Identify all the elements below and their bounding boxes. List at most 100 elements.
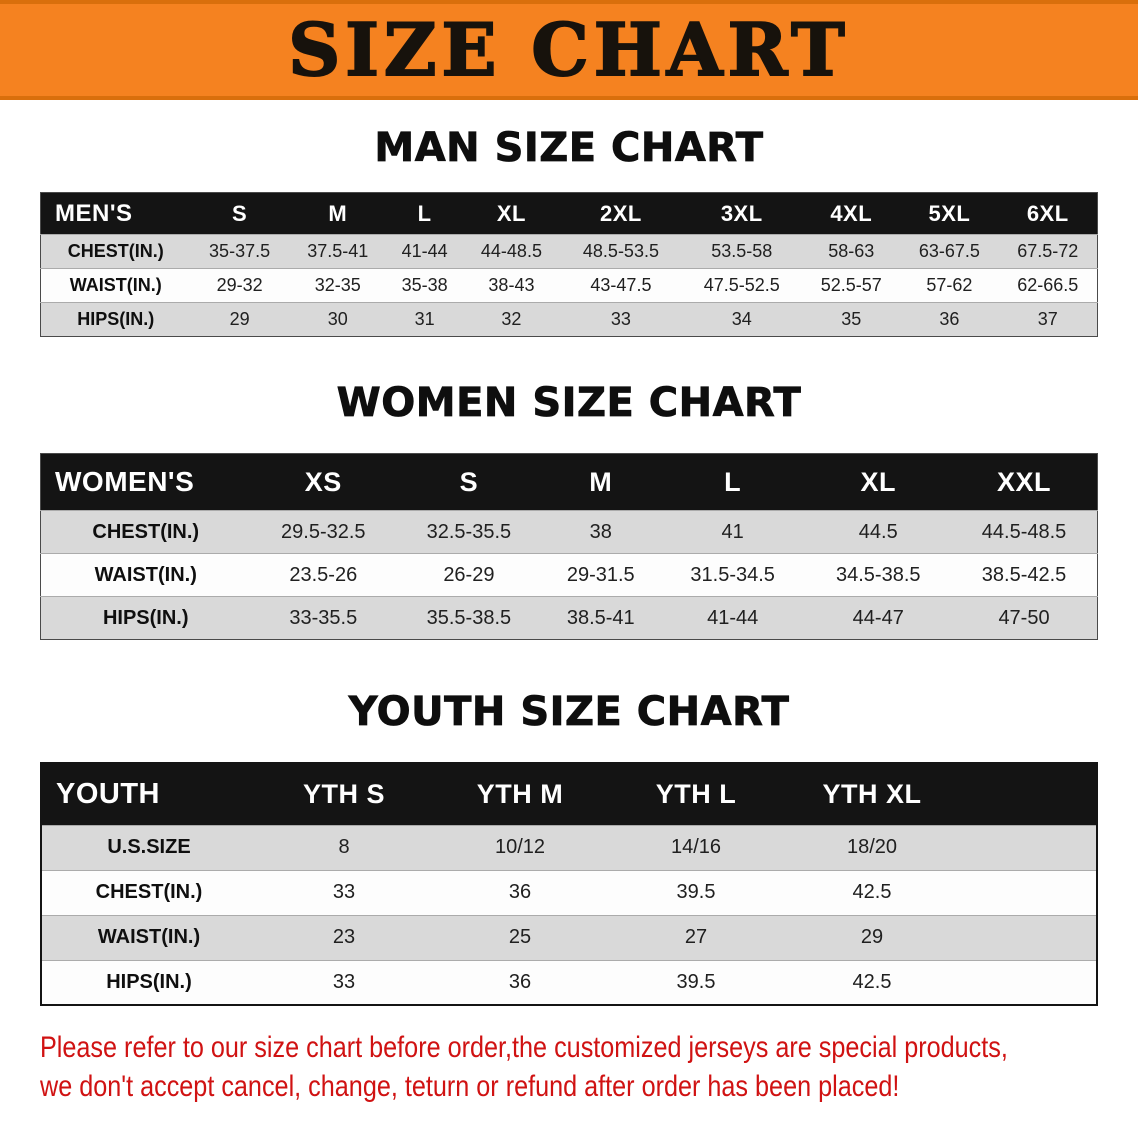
row-label: CHEST(IN.) [40,234,191,269]
column-header: XS [250,453,397,511]
size-value-cell: 57-62 [900,268,999,303]
table-corner-label: MEN'S [40,192,191,235]
size-value-cell: 47.5-52.5 [681,268,803,303]
table-row: U.S.SIZE 8 10/12 14/16 18/20 [41,824,1097,870]
size-value-cell: 32 [462,302,561,337]
row-label: WAIST(IN.) [40,553,251,597]
size-value-cell: 36 [432,959,608,1005]
size-value-cell: 62-66.5 [998,268,1098,303]
size-value-cell: 58-63 [802,234,901,269]
size-value-cell: 32.5-35.5 [396,510,542,554]
women-size-table: WOMEN'S XS S M L XL XXL CHEST(IN.) 29.5-32.5 32.5… [40,453,1098,640]
size-value-cell: 38 [541,510,660,554]
size-value-cell: 29 [190,302,289,337]
row-label: WAIST(IN.) [40,268,191,303]
size-value-cell: 48.5-53.5 [560,234,682,269]
size-value-cell: 33 [256,869,432,915]
column-header: 4XL [802,192,901,235]
row-label: HIPS(IN.) [40,596,251,640]
size-value-cell: 27 [608,914,784,960]
size-value-cell: 39.5 [608,959,784,1005]
size-value-cell: 10/12 [432,824,608,870]
column-header: 2XL [560,192,682,235]
row-label: CHEST(IN.) [41,869,256,915]
row-label: HIPS(IN.) [41,959,256,1005]
size-value-cell: 52.5-57 [802,268,901,303]
table-row: CHEST(IN.) 33 36 39.5 42.5 [41,869,1097,915]
size-value-cell: 41 [659,510,806,554]
table-header-row: MEN'S S M L XL 2XL 3XL 4XL 5XL 6XL [40,192,1098,235]
column-header: L [659,453,806,511]
table-header-row: YOUTH YTH S YTH M YTH L YTH XL [41,763,1097,825]
size-value-cell: 44-47 [805,596,952,640]
size-value-cell: 38.5-42.5 [951,553,1098,597]
banner-title: SIZE CHART [287,7,850,92]
youth-size-table: YOUTH YTH S YTH M YTH L YTH XL U.S.SIZE 8 10/12… [40,762,1098,1006]
size-value-cell: 38.5-41 [541,596,660,640]
size-value-cell: 37 [998,302,1098,337]
column-header: M [288,192,387,235]
column-header: 6XL [998,192,1098,235]
table-row: CHEST(IN.) 29.5-32.5 32.5-35.5 38 41 44.5 44.5… [40,510,1098,554]
row-spacer [960,914,1097,960]
column-header: 3XL [681,192,803,235]
column-header: XL [462,192,561,235]
size-value-cell: 30 [288,302,387,337]
row-label: WAIST(IN.) [41,914,256,960]
size-value-cell: 44.5 [805,510,952,554]
size-value-cell: 43-47.5 [560,268,682,303]
men-size-table: MEN'S S M L XL 2XL 3XL 4XL 5XL 6XL CHEST(IN.) 35-37… [40,192,1098,337]
row-label: HIPS(IN.) [40,302,191,337]
size-value-cell: 23.5-26 [250,553,397,597]
size-value-cell: 44-48.5 [462,234,561,269]
size-chart-banner: SIZE CHART [0,0,1138,100]
size-value-cell: 29 [784,914,960,960]
table-row: HIPS(IN.) 29 30 31 32 33 34 35 36 37 [40,302,1098,337]
size-value-cell: 41-44 [659,596,806,640]
size-value-cell: 32-35 [288,268,387,303]
table-row: WAIST(IN.) 23.5-26 26-29 29-31.5 31.5-34.5 34… [40,553,1098,597]
size-value-cell: 29-31.5 [541,553,660,597]
size-value-cell: 47-50 [951,596,1098,640]
row-label: U.S.SIZE [41,824,256,870]
size-value-cell: 36 [900,302,999,337]
size-value-cell: 42.5 [784,869,960,915]
column-header: S [190,192,289,235]
size-chart-page: SIZE CHART MAN SIZE CHART MEN'S S M L XL 2XL 3… [0,0,1138,1106]
size-value-cell: 67.5-72 [998,234,1098,269]
column-header: YTH M [432,763,608,825]
table-corner-label: WOMEN'S [40,453,251,511]
size-value-cell: 44.5-48.5 [951,510,1098,554]
size-value-cell: 33 [256,959,432,1005]
size-value-cell: 39.5 [608,869,784,915]
size-value-cell: 35.5-38.5 [396,596,542,640]
size-value-cell: 33-35.5 [250,596,397,640]
table-row: WAIST(IN.) 29-32 32-35 35-38 38-43 43-47.5 47.… [40,268,1098,303]
column-header: XL [805,453,952,511]
column-header: L [386,192,463,235]
disclaimer-line-2: we don't accept cancel, change, teturn o… [40,1070,900,1103]
size-value-cell: 34.5-38.5 [805,553,952,597]
size-value-cell: 36 [432,869,608,915]
disclaimer-note: Please refer to our size chart before or… [40,1028,1008,1106]
size-value-cell: 35 [802,302,901,337]
column-header: M [541,453,660,511]
size-value-cell: 8 [256,824,432,870]
table-corner-label: YOUTH [41,763,256,825]
size-value-cell: 41-44 [386,234,463,269]
size-value-cell: 26-29 [396,553,542,597]
size-value-cell: 63-67.5 [900,234,999,269]
column-header: XXL [951,453,1098,511]
size-value-cell: 18/20 [784,824,960,870]
column-header: YTH S [256,763,432,825]
size-value-cell: 25 [432,914,608,960]
row-spacer [960,869,1097,915]
row-spacer [960,824,1097,870]
size-value-cell: 37.5-41 [288,234,387,269]
size-value-cell: 35-38 [386,268,463,303]
size-value-cell: 31 [386,302,463,337]
table-row: CHEST(IN.) 35-37.5 37.5-41 41-44 44-48.5 48.5… [40,234,1098,269]
column-header: YTH L [608,763,784,825]
disclaimer-line-1: Please refer to our size chart before or… [40,1031,1008,1064]
table-row: HIPS(IN.) 33 36 39.5 42.5 [41,959,1097,1005]
